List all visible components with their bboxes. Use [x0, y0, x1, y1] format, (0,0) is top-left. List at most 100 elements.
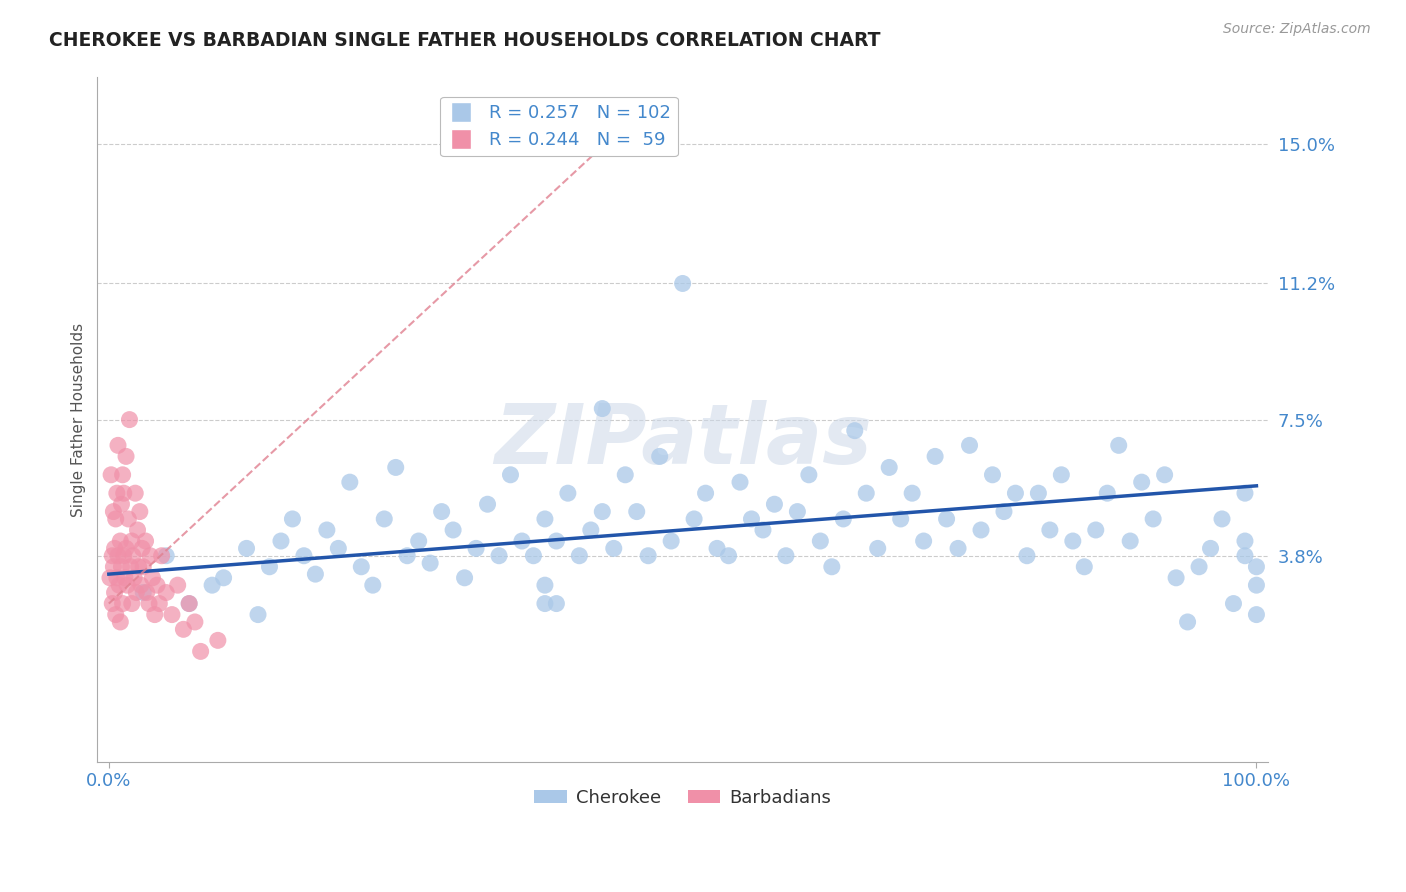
Point	[695, 486, 717, 500]
Point	[877, 460, 900, 475]
Point	[546, 534, 568, 549]
Point	[924, 450, 946, 464]
Point	[683, 512, 706, 526]
Point	[384, 460, 406, 475]
Point	[1028, 486, 1050, 500]
Point	[844, 424, 866, 438]
Point	[568, 549, 591, 563]
Point	[1233, 486, 1256, 500]
Point	[626, 505, 648, 519]
Point	[135, 534, 157, 549]
Point	[1177, 615, 1199, 629]
Point	[373, 512, 395, 526]
Point	[132, 585, 155, 599]
Point	[1199, 541, 1222, 556]
Point	[1097, 486, 1119, 500]
Point	[101, 597, 124, 611]
Point	[1233, 549, 1256, 563]
Point	[110, 559, 132, 574]
Point	[128, 505, 150, 519]
Point	[112, 486, 135, 500]
Text: ZIPatlas: ZIPatlas	[494, 400, 872, 481]
Point	[706, 541, 728, 556]
Point	[127, 523, 149, 537]
Point	[270, 534, 292, 549]
Point	[591, 401, 613, 416]
Point	[107, 549, 129, 563]
Point	[1084, 523, 1107, 537]
Point	[1153, 467, 1175, 482]
Point	[247, 607, 270, 622]
Point	[557, 486, 579, 500]
Point	[155, 585, 177, 599]
Point	[115, 450, 138, 464]
Point	[125, 585, 148, 599]
Point	[1246, 607, 1268, 622]
Point	[103, 505, 125, 519]
Point	[101, 549, 124, 563]
Point	[141, 571, 163, 585]
Point	[107, 438, 129, 452]
Point	[328, 541, 350, 556]
Point	[752, 523, 775, 537]
Point	[120, 559, 142, 574]
Point	[763, 497, 786, 511]
Point	[408, 534, 430, 549]
Point	[350, 559, 373, 574]
Point	[148, 597, 170, 611]
Point	[477, 497, 499, 511]
Point	[465, 541, 488, 556]
Point	[122, 549, 145, 563]
Point	[935, 512, 957, 526]
Point	[591, 505, 613, 519]
Point	[1164, 571, 1187, 585]
Point	[1233, 534, 1256, 549]
Point	[396, 549, 419, 563]
Point	[128, 559, 150, 574]
Point	[190, 644, 212, 658]
Point	[1119, 534, 1142, 549]
Point	[110, 534, 132, 549]
Point	[339, 475, 361, 490]
Point	[1015, 549, 1038, 563]
Point	[122, 571, 145, 585]
Point	[105, 571, 128, 585]
Point	[808, 534, 831, 549]
Point	[821, 559, 844, 574]
Point	[179, 597, 201, 611]
Point	[1039, 523, 1062, 537]
Point	[993, 505, 1015, 519]
Point	[98, 571, 121, 585]
Point	[901, 486, 924, 500]
Point	[184, 615, 207, 629]
Point	[118, 412, 141, 426]
Point	[832, 512, 855, 526]
Point	[117, 512, 139, 526]
Point	[1062, 534, 1084, 549]
Legend: Cherokee, Barbadians: Cherokee, Barbadians	[527, 782, 838, 814]
Point	[717, 549, 740, 563]
Point	[121, 597, 143, 611]
Point	[522, 549, 544, 563]
Point	[104, 512, 127, 526]
Point	[104, 607, 127, 622]
Point	[510, 534, 533, 549]
Point	[1222, 597, 1244, 611]
Point	[441, 523, 464, 537]
Point	[259, 559, 281, 574]
Point	[534, 597, 557, 611]
Point	[281, 512, 304, 526]
Point	[110, 497, 132, 511]
Point	[115, 541, 138, 556]
Point	[304, 567, 326, 582]
Point	[786, 505, 808, 519]
Point	[499, 467, 522, 482]
Point	[201, 578, 224, 592]
Point	[855, 486, 877, 500]
Point	[946, 541, 969, 556]
Point	[179, 597, 201, 611]
Point	[139, 549, 162, 563]
Point	[672, 277, 695, 291]
Point	[103, 541, 125, 556]
Point	[160, 607, 183, 622]
